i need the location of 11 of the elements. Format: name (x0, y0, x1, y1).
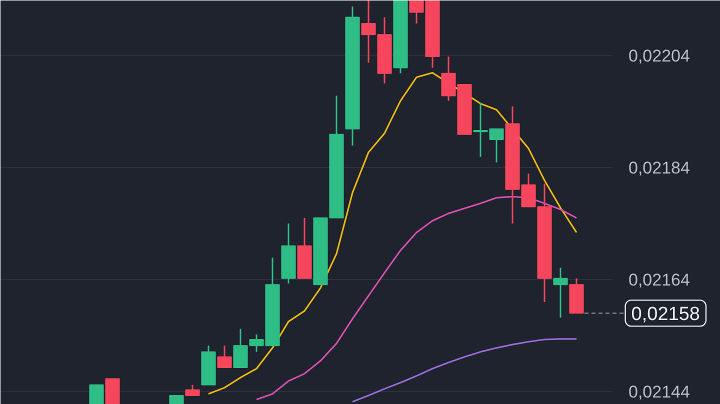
y-tick-label: 0,02144 (628, 382, 690, 402)
candlestick (553, 267, 568, 318)
line-series (352, 338, 578, 402)
line-series (208, 72, 578, 395)
y-tick-label: 0,02204 (628, 46, 690, 66)
candlestick (217, 344, 232, 368)
y-tick-label: 0,02184 (628, 158, 690, 178)
candlestick (89, 384, 104, 404)
candlestick (185, 384, 200, 396)
y-tick-label: 0,02164 (628, 270, 690, 290)
ref-line-label: 0,02158 (631, 304, 700, 326)
